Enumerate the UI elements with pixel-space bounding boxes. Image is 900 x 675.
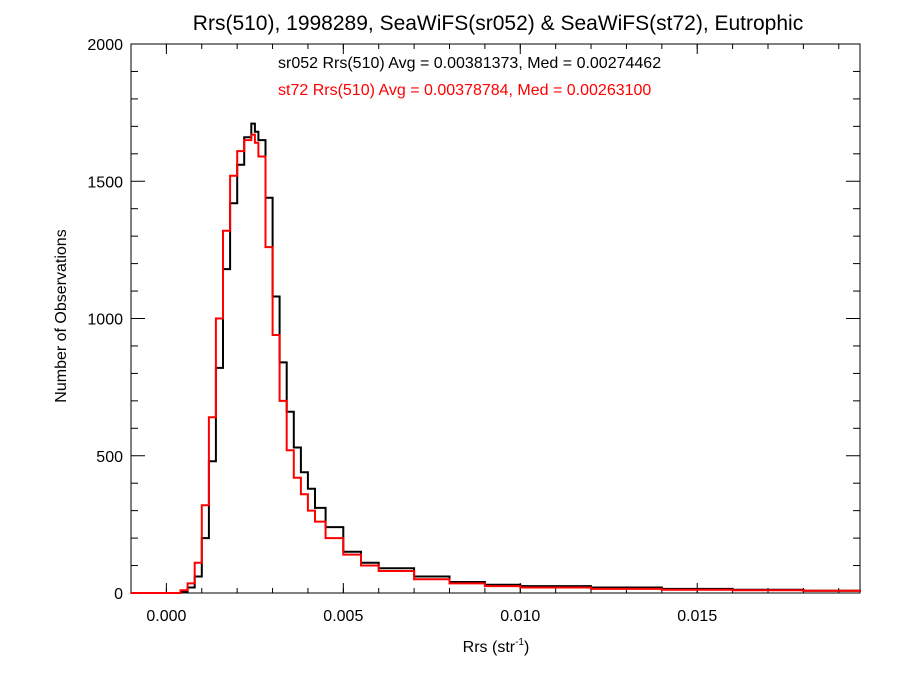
plot-area: 0.000 0.005 0.010 0.015 0 500 1000 1500 2000: [87, 37, 861, 625]
series-line-sr052: [131, 122, 861, 594]
series-point: [300, 471, 302, 474]
x-axis-label: Rrs (str-1): [463, 637, 530, 656]
series-point: [200, 504, 203, 506]
series-point: [285, 449, 288, 452]
series-point: [264, 246, 267, 248]
x-axis-label-superscript: -1: [515, 637, 524, 648]
series-point: [193, 562, 196, 564]
x-tick-label: 0.015: [677, 608, 717, 625]
series-point: [254, 142, 256, 144]
series-layer: [130, 122, 861, 594]
series-point: [257, 139, 260, 141]
x-axis-ticks: 0.000 0.005 0.010 0.015: [130, 44, 840, 625]
series-point: [859, 590, 861, 593]
chart-title: Rrs(510), 1998289, SeaWiFS(sr052) & SeaW…: [193, 12, 803, 35]
series-point: [172, 592, 175, 594]
series-point: [229, 174, 231, 177]
x-tick-label: 0.000: [146, 608, 186, 625]
y-tick-label: 1500: [87, 174, 123, 191]
series-point: [731, 589, 734, 592]
series-point: [590, 588, 592, 590]
series-point: [360, 564, 362, 567]
series-point: [484, 585, 486, 587]
series-point: [661, 588, 663, 591]
series-point: [243, 136, 246, 139]
series-point: [215, 317, 217, 320]
series-point: [519, 586, 522, 589]
series-point: [307, 509, 309, 512]
y-tick-label: 2000: [87, 37, 123, 54]
legend-entry-sr052: sr052 Rrs(510) Avg = 0.00381373, Med = 0…: [278, 55, 661, 72]
series-line-st72: [131, 133, 861, 594]
series-point: [307, 487, 309, 490]
series-point: [243, 139, 246, 141]
series-point: [448, 582, 451, 585]
series-point: [179, 589, 182, 592]
y-axis-label: Number of Observations: [53, 229, 70, 402]
x-axis-label-close: ): [524, 639, 529, 656]
series-point: [413, 578, 415, 581]
y-tick-label: 500: [96, 449, 123, 466]
series-point: [377, 570, 380, 572]
x-axis-label-main: Rrs (str: [463, 639, 516, 656]
series-point: [292, 446, 295, 449]
series-point: [130, 592, 132, 594]
series-point: [342, 553, 345, 556]
x-tick-label: 0.005: [323, 608, 363, 625]
series-point: [802, 590, 805, 592]
y-axis-ticks: 0 500 1000 1500 2000: [87, 37, 860, 603]
y-tick-label: 1000: [87, 312, 123, 329]
series-point: [292, 476, 295, 479]
series-point: [208, 416, 210, 419]
series-point: [257, 155, 260, 158]
series-point: [186, 582, 189, 585]
series-point: [250, 122, 253, 125]
legend-entry-st72: st72 Rrs(510) Avg = 0.00378784, Med = 0.…: [278, 82, 651, 99]
series-point: [314, 520, 316, 523]
series-point: [222, 229, 224, 232]
series-point: [236, 150, 238, 152]
series-point: [324, 537, 327, 539]
series-point: [250, 133, 253, 136]
series-point: [314, 507, 316, 509]
y-tick-label: 0: [114, 586, 123, 603]
series-point: [278, 400, 281, 402]
x-tick-label: 0.010: [500, 608, 540, 625]
series-point: [300, 493, 302, 495]
series-point: [254, 131, 256, 133]
series-point: [271, 334, 274, 336]
